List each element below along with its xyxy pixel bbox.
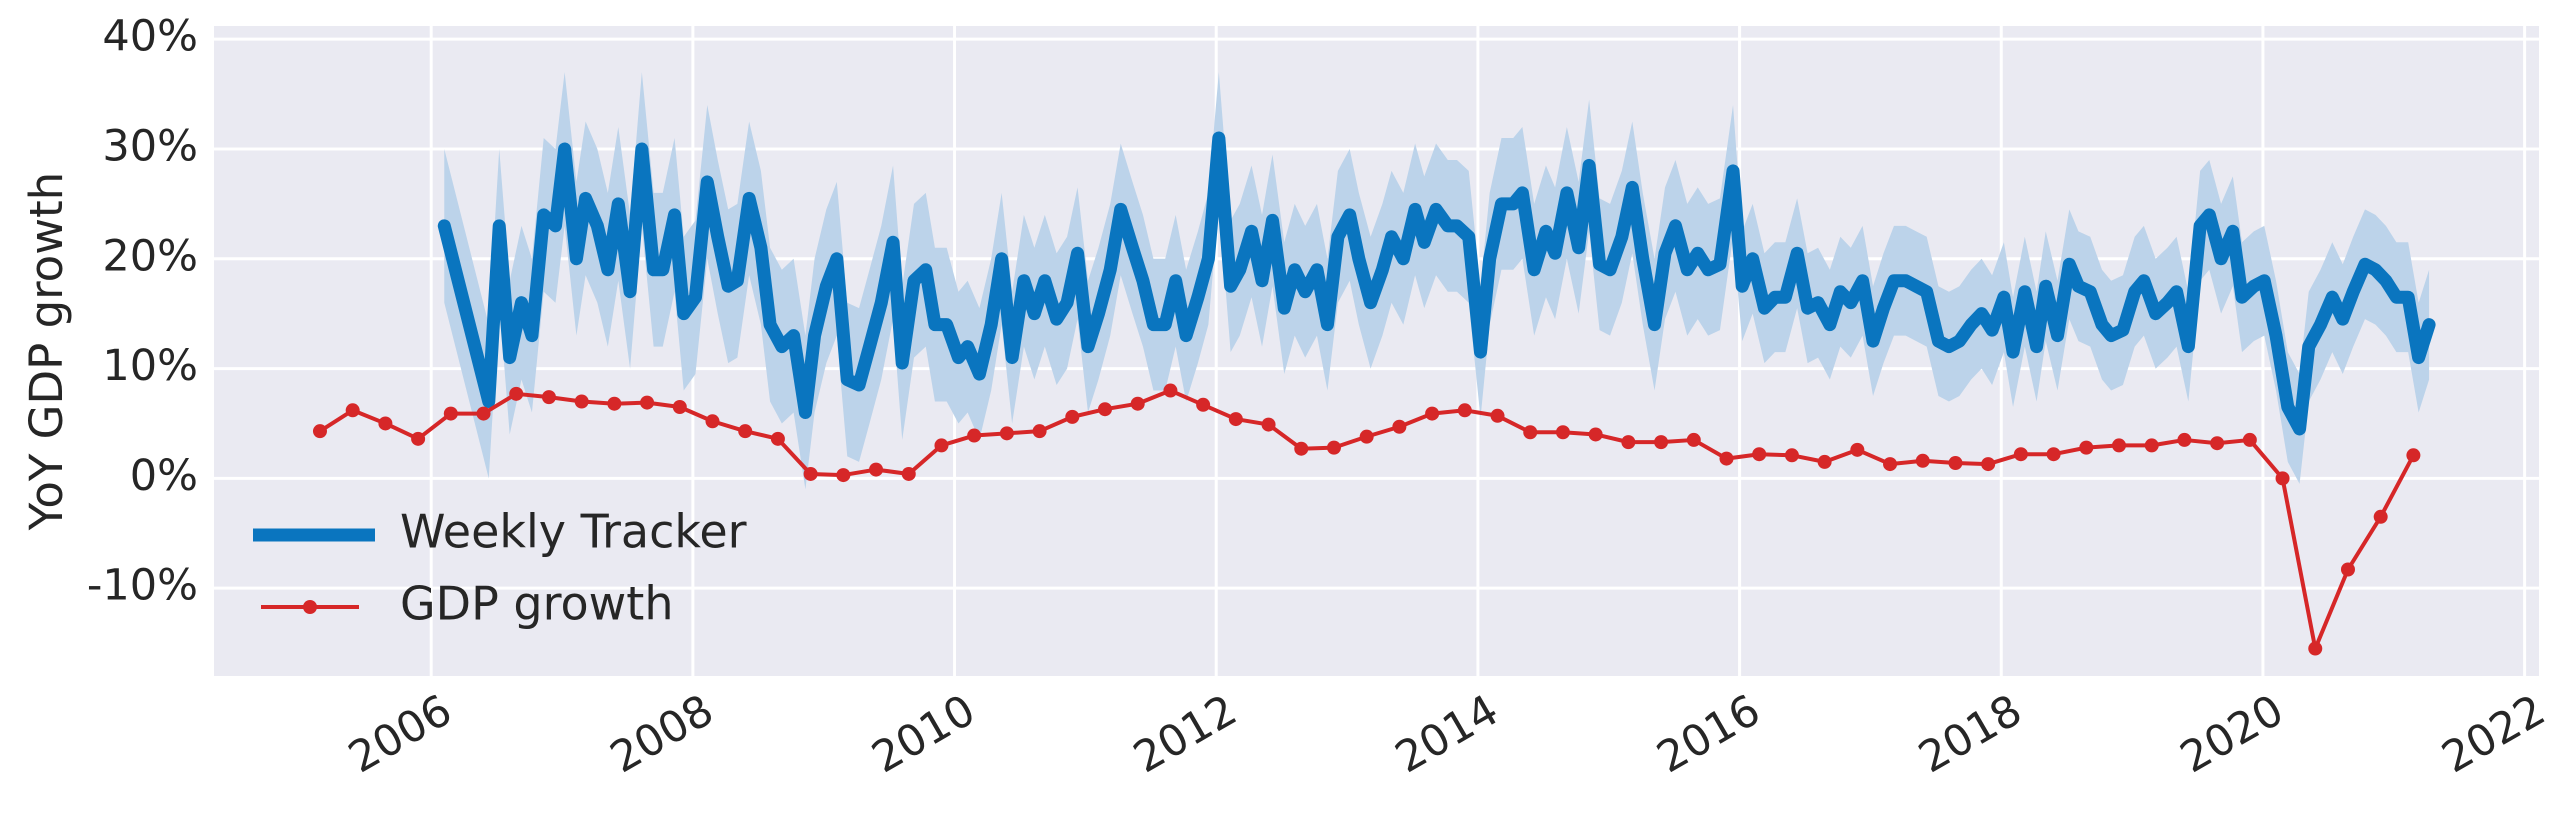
- marker: [803, 466, 818, 481]
- marker: [1294, 441, 1309, 456]
- marker: [1261, 417, 1276, 432]
- plot-data: [312, 72, 2436, 656]
- marker: [1654, 435, 1669, 450]
- marker: [738, 424, 753, 439]
- marker: [2308, 641, 2323, 656]
- marker: [509, 386, 524, 401]
- marker: [705, 414, 720, 429]
- marker: [541, 390, 556, 405]
- marker: [2340, 562, 2355, 577]
- legend-label: Weekly Tracker: [400, 505, 747, 559]
- marker: [869, 462, 884, 477]
- marker: [1555, 425, 1570, 440]
- y-tick-label: 40%: [102, 12, 198, 62]
- marker: [2275, 471, 2290, 486]
- marker: [2112, 438, 2127, 453]
- marker: [2373, 509, 2388, 524]
- marker: [607, 396, 622, 411]
- marker: [1196, 397, 1211, 412]
- x-tick-label: 2020: [2172, 685, 2292, 783]
- legend-marker: [303, 600, 317, 614]
- marker: [411, 431, 426, 446]
- marker: [1359, 429, 1374, 444]
- marker: [574, 394, 589, 409]
- marker: [443, 406, 458, 421]
- marker: [1098, 402, 1113, 417]
- y-axis-label: YoY GDP growth: [20, 172, 73, 531]
- marker: [378, 416, 393, 431]
- y-tick-label: 20%: [102, 231, 198, 281]
- x-tick-label: 2012: [1126, 685, 1246, 783]
- marker: [2144, 438, 2159, 453]
- marker: [967, 428, 982, 443]
- marker: [1392, 419, 1407, 434]
- marker: [1326, 440, 1341, 455]
- marker: [2406, 448, 2421, 463]
- marker: [1817, 454, 1832, 469]
- marker: [1948, 455, 1963, 470]
- marker: [1425, 406, 1440, 421]
- marker: [770, 431, 785, 446]
- marker: [345, 403, 360, 418]
- x-tick-label: 2006: [341, 685, 461, 783]
- marker: [2046, 447, 2061, 462]
- marker: [1686, 432, 1701, 447]
- marker: [1915, 453, 1930, 468]
- marker: [1981, 457, 1996, 472]
- marker: [901, 466, 916, 481]
- marker: [1784, 448, 1799, 463]
- marker: [1163, 383, 1178, 398]
- marker: [1850, 442, 1865, 457]
- x-tick-label: 2014: [1387, 685, 1507, 783]
- x-tick-label: 2022: [2434, 685, 2554, 783]
- marker: [1752, 447, 1767, 462]
- marker: [312, 424, 327, 439]
- marker: [2013, 447, 2028, 462]
- marker: [476, 406, 491, 421]
- marker: [2210, 436, 2225, 451]
- marker: [2177, 432, 2192, 447]
- x-tick-label: 2008: [602, 685, 722, 783]
- marker: [1065, 409, 1080, 424]
- marker: [1883, 457, 1898, 472]
- marker: [1621, 435, 1636, 450]
- marker: [836, 468, 851, 483]
- y-tick-label: 0%: [130, 451, 198, 501]
- legend-label: GDP growth: [400, 577, 673, 631]
- x-tick-label: 2010: [864, 685, 984, 783]
- marker: [934, 438, 949, 453]
- marker: [1523, 425, 1538, 440]
- marker: [672, 399, 687, 414]
- marker: [1032, 424, 1047, 439]
- marker: [2079, 440, 2094, 455]
- marker: [1130, 396, 1145, 411]
- series-line: [437, 131, 2436, 436]
- confidence-band: [444, 72, 2430, 490]
- y-tick-label: -10%: [87, 561, 198, 611]
- marker: [1719, 451, 1734, 466]
- marker: [999, 426, 1014, 441]
- marker: [640, 395, 655, 410]
- marker: [1490, 408, 1505, 423]
- y-tick-label: 10%: [102, 341, 198, 391]
- x-tick-label: 2018: [1911, 685, 2031, 783]
- marker: [1588, 427, 1603, 442]
- marker: [1228, 412, 1243, 427]
- x-tick-label: 2016: [1649, 685, 1769, 783]
- y-tick-label: 30%: [102, 121, 198, 171]
- marker: [1457, 403, 1472, 418]
- marker: [2242, 432, 2257, 447]
